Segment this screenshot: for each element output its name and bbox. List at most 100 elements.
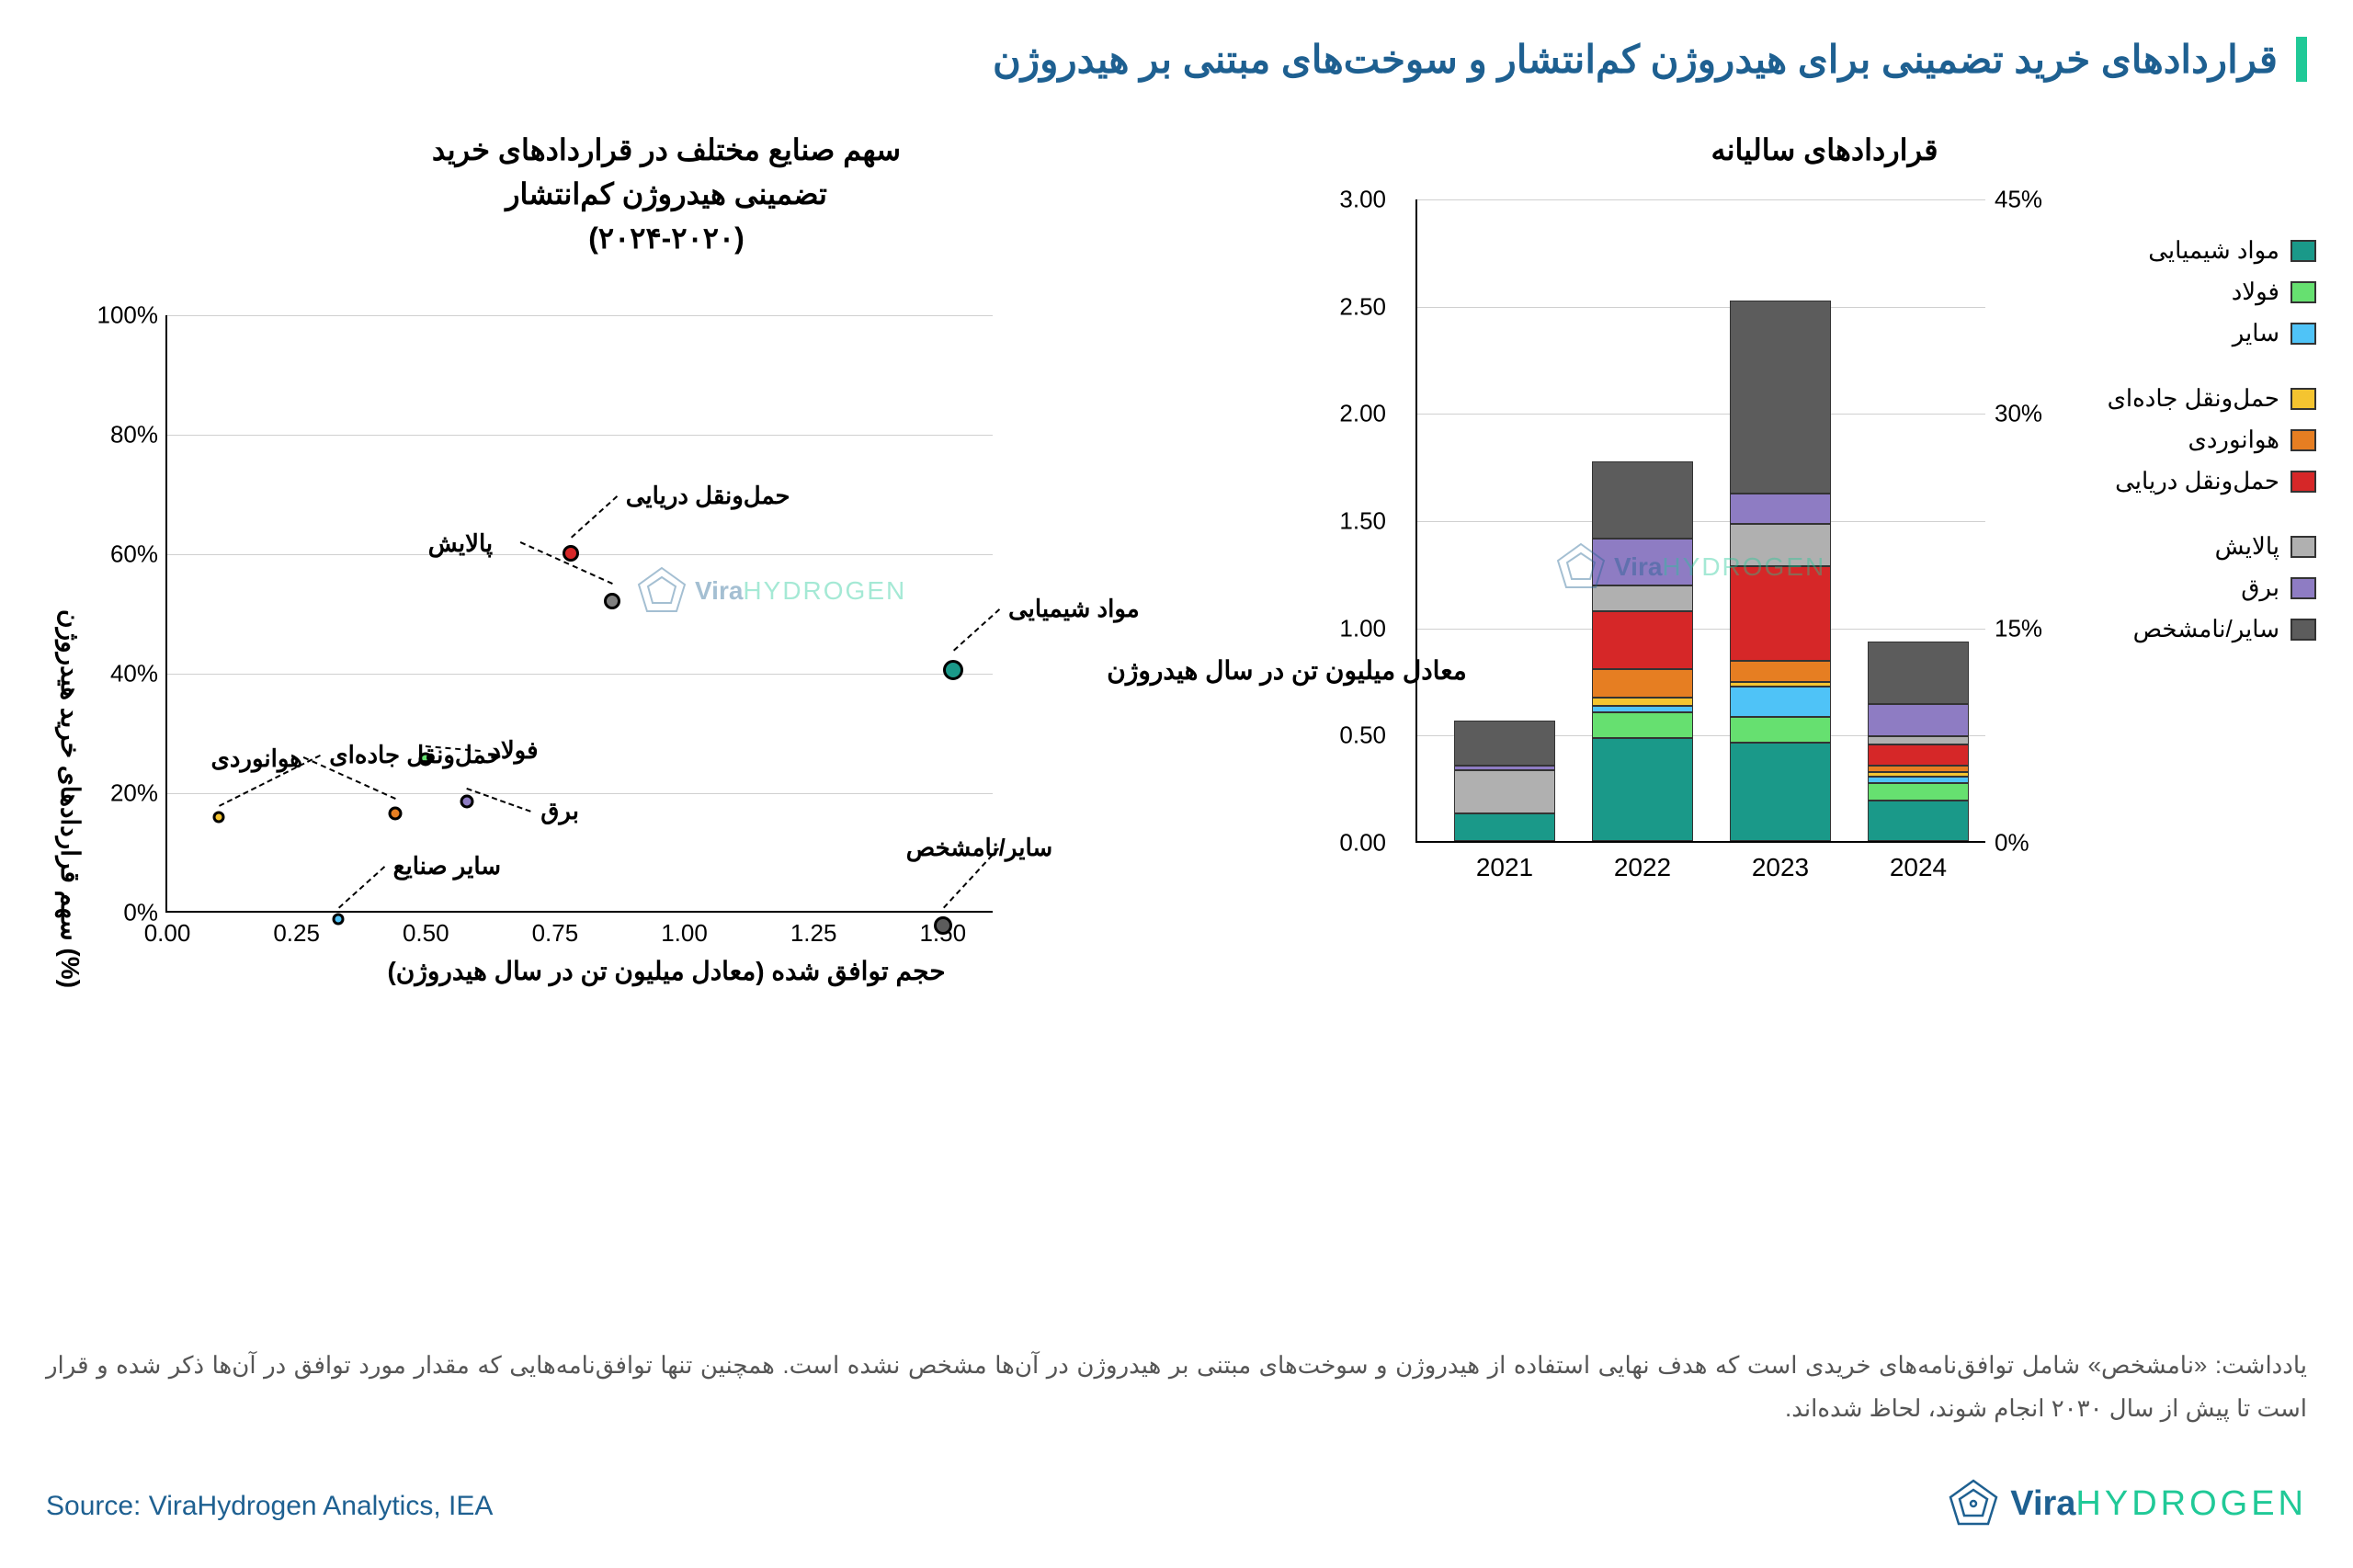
legend-label: فولاد — [2232, 278, 2279, 306]
scatter-plot-area: 0%20%40%60%80%100%0.000.250.500.751.001.… — [165, 315, 993, 913]
bar-segment-maritime — [1868, 744, 1969, 766]
bar-segment-chemicals — [1868, 801, 1969, 841]
bar-y-axis-right: 0%15%30%45% — [1985, 199, 2050, 843]
bar-segment-aviation — [1730, 661, 1831, 682]
scatter-chart-panel: سهم صنایع مختلف در قراردادهای خریدتضمینی… — [46, 128, 1287, 1023]
leader-line — [953, 608, 1000, 651]
legend-item-maritime: حمل‌ونقل دریایی — [2068, 467, 2316, 495]
bar-x-label: 2023 — [1730, 853, 1831, 882]
bar-y-right-tick: 30% — [1995, 400, 2042, 428]
scatter-x-tick: 1.25 — [790, 919, 837, 948]
bar-segment-power — [1868, 704, 1969, 736]
footer-logo: ViraHYDROGEN — [1946, 1476, 2307, 1531]
bar-y-left-tick: 2.50 — [1339, 292, 1386, 321]
main-title: قراردادهای خرید تضمینی برای هیدروژن کم‌ا… — [46, 37, 2307, 82]
scatter-x-tick: 0.25 — [273, 919, 320, 948]
logo-text: ViraHYDROGEN — [2010, 1484, 2307, 1524]
legend-item-chemicals: مواد شیمیایی — [2068, 236, 2316, 265]
legend-label: سایر/نامشخص — [2133, 615, 2279, 643]
bar-segment-steel — [1592, 712, 1693, 738]
scatter-label-unspecified: سایر/نامشخص — [906, 834, 1052, 862]
bar-segment-refining — [1592, 585, 1693, 611]
bar-segment-unspecified — [1868, 642, 1969, 704]
bar-segment-power — [1730, 494, 1831, 524]
legend-swatch — [2290, 240, 2316, 262]
legend-label: مواد شیمیایی — [2148, 236, 2279, 265]
bar-segment-aviation — [1592, 669, 1693, 697]
bar-y-left-tick: 1.50 — [1339, 507, 1386, 536]
scatter-point-unspecified — [934, 916, 952, 935]
scatter-label-maritime: حمل‌ونقل دریایی — [626, 482, 790, 510]
bar-segment-power — [1592, 539, 1693, 585]
scatter-label-power: برق — [540, 797, 579, 825]
bar-segment-steel — [1868, 783, 1969, 801]
bar-segment-chemicals — [1454, 813, 1555, 841]
scatter-y-tick: 80% — [94, 421, 158, 449]
scatter-y-label: سهم قراردادهای خرید هیدروژن (%) — [55, 609, 85, 988]
legend-swatch — [2290, 471, 2316, 493]
leader-line — [467, 788, 532, 812]
bar-chart-title: قراردادهای سالیانه — [1342, 128, 2307, 172]
scatter-point-refining — [604, 593, 620, 609]
bar-segment-unspecified — [1454, 721, 1555, 766]
legend-swatch — [2290, 323, 2316, 345]
bar-segment-steel — [1730, 717, 1831, 743]
legend-swatch — [2290, 388, 2316, 410]
bar-segment-maritime — [1730, 566, 1831, 661]
legend-swatch — [2290, 429, 2316, 451]
bar-y-left-tick: 0.50 — [1339, 722, 1386, 750]
scatter-x-tick: 1.00 — [661, 919, 708, 948]
bar-segment-other_ind — [1730, 687, 1831, 717]
legend-item-aviation: هوانوردی — [2068, 426, 2316, 454]
legend-item-unspecified: سایر/نامشخص — [2068, 615, 2316, 643]
legend-swatch — [2290, 281, 2316, 303]
scatter-area: سهم قراردادهای خرید هیدروژن (%) 0%20%40%… — [46, 288, 1287, 1023]
legend-label: برق — [2241, 574, 2279, 602]
bar-segment-unspecified — [1592, 461, 1693, 539]
bar-y-left-tick: 3.00 — [1339, 186, 1386, 214]
scatter-y-tick: 60% — [94, 540, 158, 569]
bar-y-left-tick: 2.00 — [1339, 400, 1386, 428]
legend-label: پالایش — [2215, 532, 2279, 561]
bar-segment-other_ind — [1868, 777, 1969, 783]
bar-segment-unspecified — [1730, 301, 1831, 494]
scatter-point-aviation — [388, 806, 402, 820]
bar-y-left-tick: 0.00 — [1339, 829, 1386, 858]
bar-chart-panel: قراردادهای سالیانه معادل میلیون تن در سا… — [1342, 128, 2307, 1023]
legend-swatch — [2290, 536, 2316, 558]
scatter-x-label: حجم توافق شده (معادل میلیون تن در سال هی… — [46, 956, 1287, 986]
bar-legend: مواد شیمیاییفولادسایرحمل‌ونقل جاده‌ایهوا… — [2068, 236, 2316, 680]
legend-item-other_ind: سایر — [2068, 319, 2316, 347]
bar-group — [1730, 301, 1831, 841]
legend-label: سایر — [2233, 319, 2279, 347]
bar-x-label: 2022 — [1592, 853, 1693, 882]
scatter-point-chemicals — [943, 660, 963, 680]
bar-segment-chemicals — [1592, 738, 1693, 841]
scatter-point-maritime — [563, 545, 579, 562]
bar-segment-refining — [1454, 770, 1555, 813]
scatter-y-tick: 100% — [94, 301, 158, 330]
bar-segment-refining — [1868, 736, 1969, 744]
bar-y-right-tick: 0% — [1995, 829, 2029, 858]
scatter-label-other_ind: سایر صنایع — [393, 852, 501, 881]
scatter-label-refining: پالایش — [428, 529, 493, 558]
bar-y-left-tick: 1.00 — [1339, 614, 1386, 642]
bar-group — [1868, 642, 1969, 841]
legend-label: حمل‌ونقل دریایی — [2115, 467, 2279, 495]
bar-segment-road — [1592, 698, 1693, 706]
bar-segment-maritime — [1592, 611, 1693, 669]
leader-line — [571, 495, 618, 538]
legend-label: هوانوردی — [2188, 426, 2279, 454]
bar-chart-area: معادل میلیون تن در سال هیدروژن 202120222… — [1342, 199, 2307, 935]
scatter-label-road: حمل‌ونقل جاده‌ای — [329, 741, 501, 769]
scatter-y-tick: 20% — [94, 779, 158, 808]
bar-plot-area: 2021202220232024 — [1415, 199, 1985, 843]
scatter-point-road — [213, 812, 225, 824]
bar-group — [1592, 461, 1693, 841]
legend-swatch — [2290, 619, 2316, 641]
legend-item-power: برق — [2068, 574, 2316, 602]
source-text: Source: ViraHydrogen Analytics, IEA — [46, 1491, 493, 1522]
bar-x-label: 2024 — [1868, 853, 1969, 882]
bar-segment-aviation — [1868, 766, 1969, 772]
bar-group — [1454, 721, 1555, 841]
